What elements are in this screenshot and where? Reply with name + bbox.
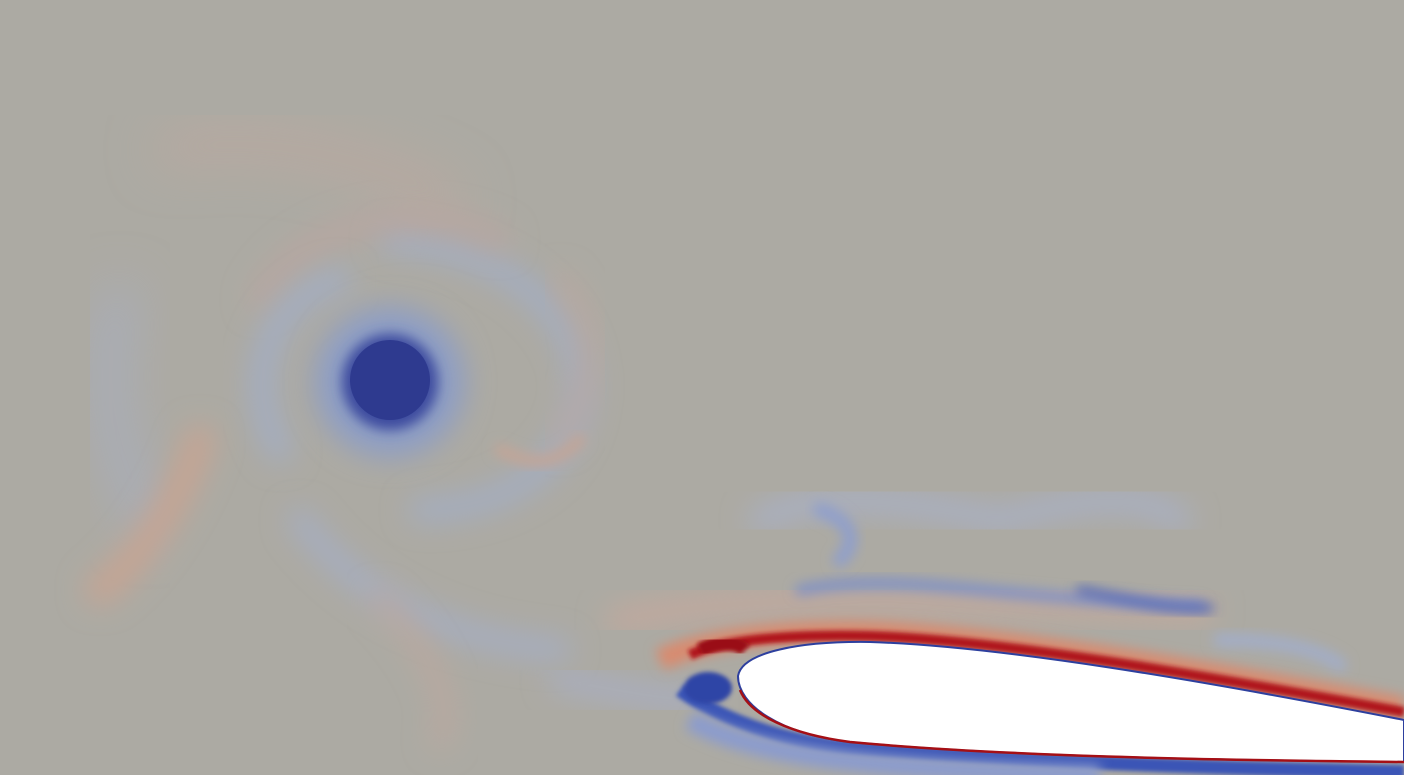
airfoil-lower-edge <box>738 689 1404 764</box>
boundary-layer <box>655 620 1404 775</box>
vortex-swirl <box>85 130 598 749</box>
vortex-core <box>315 307 465 457</box>
